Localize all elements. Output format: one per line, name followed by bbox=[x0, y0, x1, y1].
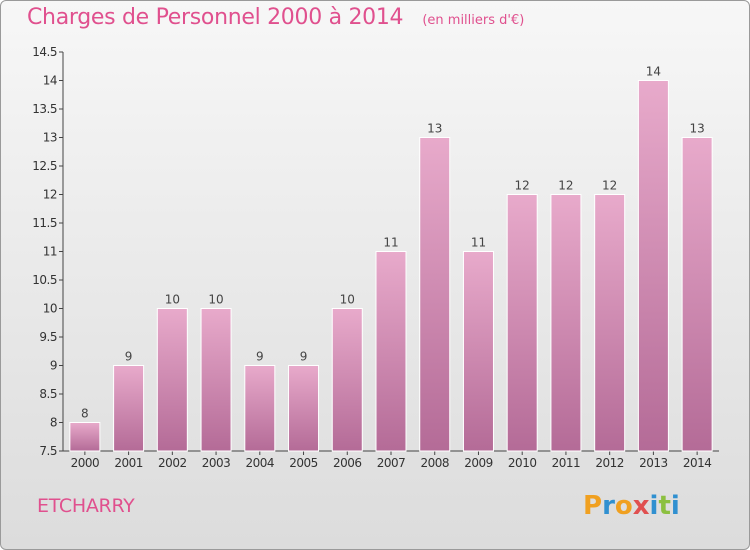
logo-letter: t bbox=[658, 491, 671, 521]
x-tick-label: 2009 bbox=[464, 456, 493, 470]
bar-value-label: 11 bbox=[383, 236, 398, 250]
x-tick-label: 2012 bbox=[595, 456, 624, 470]
bar-value-label: 12 bbox=[602, 179, 617, 193]
x-tick-label: 2000 bbox=[71, 456, 100, 470]
bar-value-label: 12 bbox=[558, 179, 573, 193]
x-tick-label: 2001 bbox=[114, 456, 143, 470]
y-tick-label: 9.5 bbox=[39, 330, 57, 344]
y-tick-label: 12.5 bbox=[32, 159, 57, 173]
bar-value-label: 10 bbox=[165, 293, 180, 307]
bar-value-label: 9 bbox=[256, 350, 264, 364]
y-tick-label: 8.5 bbox=[39, 387, 57, 401]
logo-letter: o bbox=[614, 491, 633, 521]
x-tick-label: 2013 bbox=[639, 456, 668, 470]
bar bbox=[462, 251, 494, 452]
bar-value-label: 9 bbox=[300, 350, 308, 364]
bar bbox=[69, 422, 101, 452]
logo-letter: i bbox=[649, 491, 659, 521]
bar-value-label: 8 bbox=[81, 407, 89, 421]
bar bbox=[419, 137, 451, 452]
x-tick-label: 2010 bbox=[508, 456, 537, 470]
bar-value-label: 13 bbox=[427, 122, 442, 136]
x-tick-label: 2006 bbox=[333, 456, 362, 470]
y-tick-label: 10.5 bbox=[32, 273, 57, 287]
bar-value-label: 9 bbox=[125, 350, 133, 364]
bar bbox=[594, 194, 626, 452]
y-tick-label: 14.5 bbox=[32, 45, 57, 59]
x-tick-label: 2005 bbox=[289, 456, 318, 470]
bar-value-label: 11 bbox=[471, 236, 486, 250]
x-tick-label: 2003 bbox=[202, 456, 231, 470]
x-tick-label: 2007 bbox=[377, 456, 406, 470]
logo-letter: P bbox=[583, 491, 603, 521]
x-tick-label: 2004 bbox=[246, 456, 275, 470]
y-tick-label: 9 bbox=[50, 359, 57, 373]
chart-title: Charges de Personnel 2000 à 2014 bbox=[27, 5, 404, 30]
y-tick-label: 13.5 bbox=[32, 102, 57, 116]
logo-letter: r bbox=[602, 491, 615, 521]
y-tick-label: 14 bbox=[43, 74, 57, 88]
x-tick-label: 2011 bbox=[552, 456, 581, 470]
x-tick-label: 2008 bbox=[420, 456, 449, 470]
x-tick-label: 2002 bbox=[158, 456, 187, 470]
bar bbox=[506, 194, 538, 452]
unit-note: (en milliers d'€) bbox=[422, 13, 525, 28]
y-tick-label: 7.5 bbox=[39, 444, 57, 458]
bar bbox=[331, 308, 363, 452]
y-tick-label: 11 bbox=[43, 245, 57, 259]
y-tick-label: 12 bbox=[43, 188, 57, 202]
bar-value-label: 12 bbox=[515, 179, 530, 193]
bar-value-label: 13 bbox=[689, 122, 704, 136]
bar bbox=[637, 80, 669, 452]
bar bbox=[113, 365, 145, 452]
y-tick-label: 13 bbox=[43, 131, 57, 145]
logo-letter: x bbox=[632, 491, 650, 521]
y-tick-label: 10 bbox=[43, 302, 57, 316]
chart-header: Charges de Personnel 2000 à 2014 (en mil… bbox=[27, 5, 524, 30]
bar bbox=[244, 365, 276, 452]
bar bbox=[681, 137, 713, 452]
bar bbox=[156, 308, 188, 452]
y-tick-label: 8 bbox=[50, 416, 57, 430]
bar bbox=[288, 365, 320, 452]
bar bbox=[550, 194, 582, 452]
bar-value-label: 10 bbox=[208, 293, 223, 307]
bar-value-label: 14 bbox=[646, 65, 661, 79]
logo-letter: i bbox=[670, 491, 680, 521]
y-tick-label: 11.5 bbox=[32, 216, 57, 230]
bar-value-label: 10 bbox=[340, 293, 355, 307]
bar bbox=[200, 308, 232, 452]
x-tick-label: 2014 bbox=[683, 456, 712, 470]
commune-name: ETCHARRY bbox=[37, 495, 135, 517]
bar bbox=[375, 251, 407, 452]
proxiti-logo[interactable]: Proxiti bbox=[583, 491, 680, 521]
